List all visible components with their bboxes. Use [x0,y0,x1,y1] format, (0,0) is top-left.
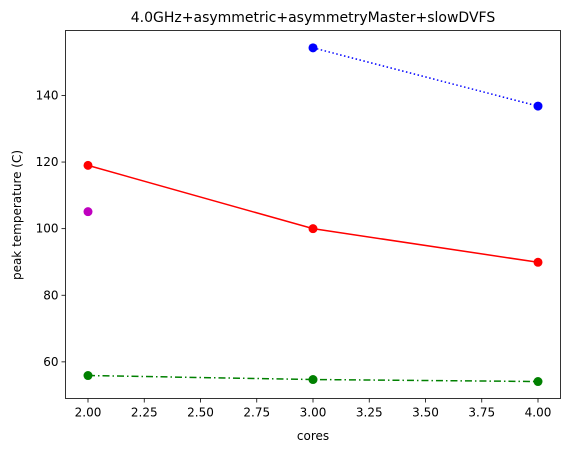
data-point-red [83,160,93,170]
x-axis-ticks: 2.00 2.25 2.50 2.75 3.00 3.25 3.50 3.75 4.00 [75,398,552,420]
x-tick-label: 3.25 [356,406,383,420]
y-axis-ticks: 60 80 100 120 140 [36,88,66,369]
data-point-blue [308,43,318,53]
series-line-blue [312,47,539,107]
data-point-red [308,224,318,234]
y-tick-label: 80 [43,288,58,302]
x-tick-label: 2.00 [75,406,102,420]
data-point-red [533,257,543,267]
chart-title: 4.0GHz+asymmetric+asymmetryMaster+slowDV… [131,10,496,26]
data-point-blue [533,101,543,111]
y-tick-label: 100 [36,222,59,236]
data-point-green [533,377,543,387]
data-point-green [308,375,318,385]
x-tick-label: 3.75 [468,406,495,420]
x-tick-label: 2.50 [187,406,214,420]
x-tick-label: 4.00 [525,406,552,420]
data-point-magenta [83,207,93,217]
y-tick-label: 120 [36,155,59,169]
x-tick-label: 3.00 [300,406,327,420]
x-tick-label: 3.50 [412,406,439,420]
data-point-green [83,371,93,381]
plot-frame [65,30,561,399]
x-tick-label: 2.25 [131,406,158,420]
y-tick-label: 140 [36,88,59,102]
x-tick-label: 2.75 [243,406,270,420]
y-tick-label: 60 [43,355,58,369]
series-layer [83,43,543,387]
x-axis-label: cores [297,429,329,443]
series-line-green [87,374,539,383]
y-axis-label: peak temperature (C) [10,150,24,280]
